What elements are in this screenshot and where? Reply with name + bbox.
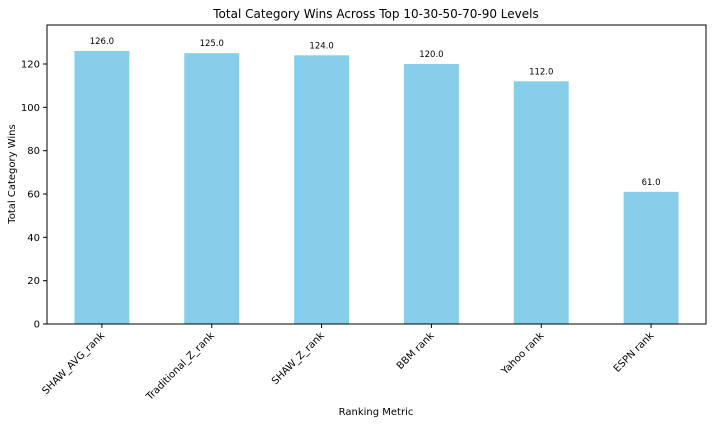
x-tick-label-1: Traditional_Z_rank — [144, 330, 217, 403]
y-tick-label-6: 120 — [21, 60, 40, 71]
data-label-5: 61.0 — [642, 178, 661, 188]
plot-area: 126.0 SHAW_AVG_rank 125.0 Traditional_Z_ran… — [21, 24, 707, 403]
data-label-1: 125.0 — [200, 39, 224, 49]
y-tick-label-0: 0 — [34, 320, 40, 331]
bar-5 — [623, 191, 679, 324]
bar-1 — [184, 53, 240, 325]
bar-2 — [294, 55, 350, 324]
bar-4 — [513, 81, 569, 324]
bar-0 — [74, 51, 130, 324]
x-tick-label-2: SHAW_Z_rank — [270, 330, 327, 387]
y-tick-label-1: 20 — [27, 276, 40, 287]
x-tick-label-0: SHAW_AVG_rank — [40, 330, 107, 397]
y-tick-label-2: 40 — [27, 233, 40, 244]
plot-frame — [46, 24, 707, 325]
data-label-2: 124.0 — [309, 41, 333, 51]
y-tick-label-3: 60 — [27, 190, 40, 201]
x-tick-label-4: Yahoo rank — [499, 330, 547, 378]
bar-3 — [403, 64, 459, 324]
data-label-0: 126.0 — [90, 37, 114, 47]
y-tick-label-5: 100 — [21, 103, 40, 114]
data-label-4: 112.0 — [529, 67, 553, 77]
data-label-3: 120.0 — [419, 50, 443, 60]
y-tick-label-4: 80 — [27, 146, 40, 157]
x-tick-label-3: BBM rank — [395, 330, 437, 372]
x-tick-label-5: ESPN rank — [612, 330, 657, 375]
x-axis-label: Ranking Metric — [339, 407, 414, 418]
y-axis-label: Total Category Wins — [7, 124, 18, 224]
chart-title: Total Category Wins Across Top 10-30-50-… — [212, 7, 538, 21]
